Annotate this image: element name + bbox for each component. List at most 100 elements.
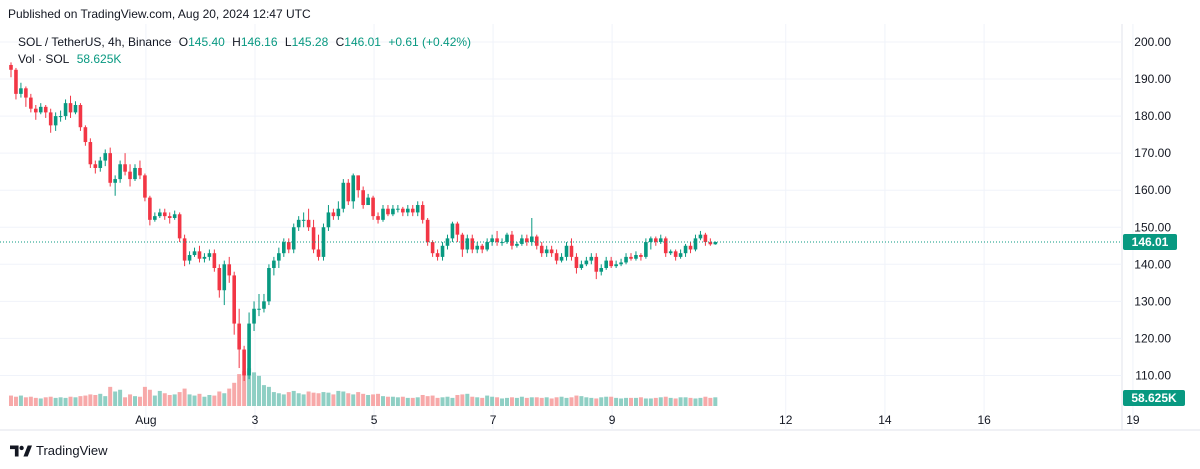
candle-body <box>649 238 653 243</box>
candle-body <box>286 242 291 250</box>
candle-body <box>138 167 142 176</box>
candle-body <box>530 236 534 243</box>
candle-body <box>520 238 524 244</box>
candle-body <box>73 104 78 113</box>
volume-bar <box>58 397 63 406</box>
candle-body <box>589 256 594 261</box>
volume-bar <box>544 397 549 406</box>
candle-body <box>713 242 718 245</box>
candle-body <box>78 104 83 128</box>
volume-bar <box>43 397 48 406</box>
candle-body <box>257 308 261 310</box>
candle-body <box>688 245 693 250</box>
candle-body <box>262 301 266 309</box>
candle-body <box>644 242 648 257</box>
candle-body <box>326 212 331 228</box>
volume-bar <box>346 393 351 406</box>
volume-bar <box>123 397 128 406</box>
candle-body <box>708 242 713 245</box>
volume-bar <box>222 393 227 406</box>
volume-bar <box>490 396 495 406</box>
y-tick-label: 110.00 <box>1135 368 1171 382</box>
candle-body <box>202 256 207 259</box>
candle-body <box>128 171 132 180</box>
candle-body <box>311 227 316 250</box>
volume-bar <box>157 390 162 406</box>
y-tick-label: 200.00 <box>1134 35 1171 49</box>
candle-body <box>93 164 98 168</box>
x-tick-label: 3 <box>252 413 259 427</box>
volume-bar <box>668 397 673 406</box>
volume-bar <box>103 396 108 406</box>
candle-body <box>88 142 93 165</box>
candle-body <box>415 205 420 213</box>
volume-bar <box>177 392 182 406</box>
candle-body <box>639 255 643 257</box>
close-label: C <box>335 35 345 49</box>
volume-bar <box>415 397 420 406</box>
volume-bar <box>33 397 38 406</box>
candle-body <box>440 245 445 257</box>
volume-bar <box>281 394 286 406</box>
volume-bar <box>63 397 68 406</box>
candle-body <box>321 227 326 257</box>
candle-body <box>356 175 360 191</box>
volume-legend: Vol · SOL 58.625K <box>18 52 125 66</box>
volume-bar <box>633 397 638 406</box>
candle-body <box>450 223 455 239</box>
volume-bar <box>242 371 247 406</box>
candle-body <box>192 251 197 256</box>
volume-bar <box>678 397 683 406</box>
volume-bar <box>390 396 395 406</box>
candle-body <box>68 103 73 113</box>
volume-bar <box>232 382 237 406</box>
volume-bar <box>137 396 142 406</box>
candle-body <box>143 175 147 198</box>
candle-body <box>703 234 708 243</box>
volume-bar <box>366 394 371 406</box>
volume-bar <box>524 397 529 406</box>
volume-bar <box>400 396 405 406</box>
volume-badge <box>1123 390 1185 406</box>
y-tick-label: 170.00 <box>1134 146 1171 160</box>
volume-bar <box>495 397 500 406</box>
candle-body <box>406 208 410 213</box>
volume-bar <box>162 393 167 406</box>
candle-body <box>495 238 499 243</box>
candle-body <box>515 243 519 246</box>
volume-bar <box>509 397 514 406</box>
candle-body <box>351 175 356 202</box>
candle-body <box>272 260 276 269</box>
candle-body <box>658 238 663 243</box>
volume-bar <box>28 396 33 406</box>
volume-bar <box>356 392 361 406</box>
candle-body <box>247 323 251 376</box>
y-tick-label: 190.00 <box>1134 72 1171 86</box>
volume-bar <box>485 395 490 406</box>
last-price-badge <box>1123 234 1177 251</box>
symbol-label[interactable]: SOL / TetherUS, 4h, Binance <box>18 35 172 49</box>
x-tick-label: 19 <box>1126 413 1140 427</box>
candle-body <box>58 116 63 118</box>
candle-body <box>361 190 365 206</box>
volume-bar <box>257 375 261 406</box>
candle-body <box>376 216 380 220</box>
candle-body <box>624 256 628 263</box>
candle-body <box>614 264 618 267</box>
volume-bar <box>381 396 385 406</box>
volume-bar <box>247 368 252 406</box>
volume-label[interactable]: Vol · SOL <box>18 52 70 66</box>
tradingview-brand[interactable]: TradingView <box>10 443 108 458</box>
candle-body <box>391 208 395 215</box>
volume-bar <box>658 397 663 406</box>
volume-bar <box>13 396 18 406</box>
volume-bar <box>554 397 559 406</box>
candle-body <box>43 106 48 113</box>
candle-body <box>500 242 504 244</box>
volume-bar <box>217 391 222 406</box>
volume-bar <box>395 397 400 406</box>
volume-bar <box>529 397 534 406</box>
volume-bar <box>296 393 301 406</box>
volume-bar <box>271 392 276 406</box>
